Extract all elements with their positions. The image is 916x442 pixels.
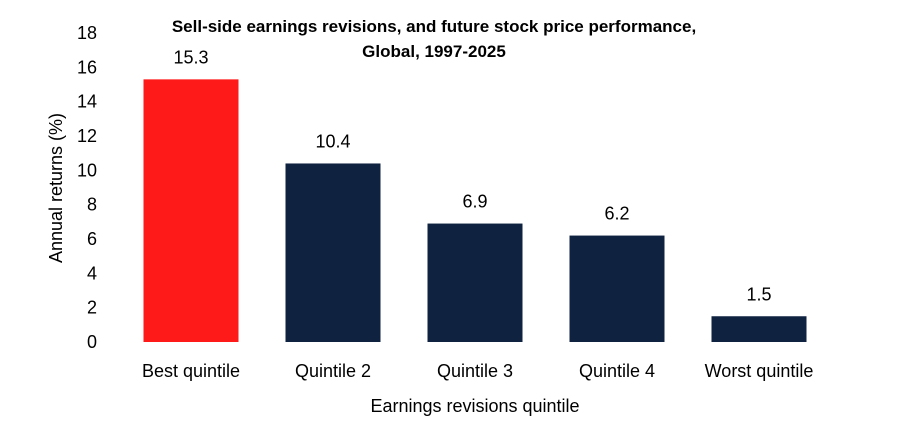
x-tick-label: Quintile 3 — [437, 361, 513, 381]
x-tick-label: Best quintile — [142, 361, 240, 381]
bar — [711, 316, 807, 342]
y-axis-ticks: 0 2 4 6 8 10 12 14 16 18 — [77, 23, 97, 352]
y-tick-label: 6 — [87, 229, 97, 249]
y-tick-label: 12 — [77, 126, 97, 146]
y-tick-label: 8 — [87, 195, 97, 215]
y-tick-label: 10 — [77, 160, 97, 180]
x-axis-label: Earnings revisions quintile — [370, 396, 579, 416]
chart-subtitle: Global, 1997-2025 — [362, 42, 506, 61]
chart-title: Sell-side earnings revisions, and future… — [172, 17, 696, 36]
y-tick-label: 2 — [87, 298, 97, 318]
y-tick-label: 18 — [77, 23, 97, 43]
data-label: 6.2 — [604, 204, 629, 224]
bar — [143, 79, 239, 342]
x-tick-label: Quintile 4 — [579, 361, 655, 381]
x-axis-ticks: Best quintile Quintile 2 Quintile 3 Quintil… — [142, 361, 813, 381]
bar — [569, 235, 665, 342]
data-label: 15.3 — [173, 47, 208, 67]
y-tick-label: 14 — [77, 92, 97, 112]
data-label: 10.4 — [315, 131, 350, 151]
data-label: 1.5 — [746, 284, 771, 304]
y-tick-label: 16 — [77, 57, 97, 77]
data-label: 6.9 — [462, 192, 487, 212]
bar — [285, 163, 381, 342]
x-tick-label: Worst quintile — [705, 361, 814, 381]
y-tick-label: 0 — [87, 332, 97, 352]
y-tick-label: 4 — [87, 263, 97, 283]
bars — [143, 79, 807, 342]
y-axis-label: Annual returns (%) — [46, 113, 66, 263]
bar — [427, 223, 523, 342]
x-tick-label: Quintile 2 — [295, 361, 371, 381]
data-labels: 15.3 10.4 6.9 6.2 1.5 — [173, 47, 771, 304]
